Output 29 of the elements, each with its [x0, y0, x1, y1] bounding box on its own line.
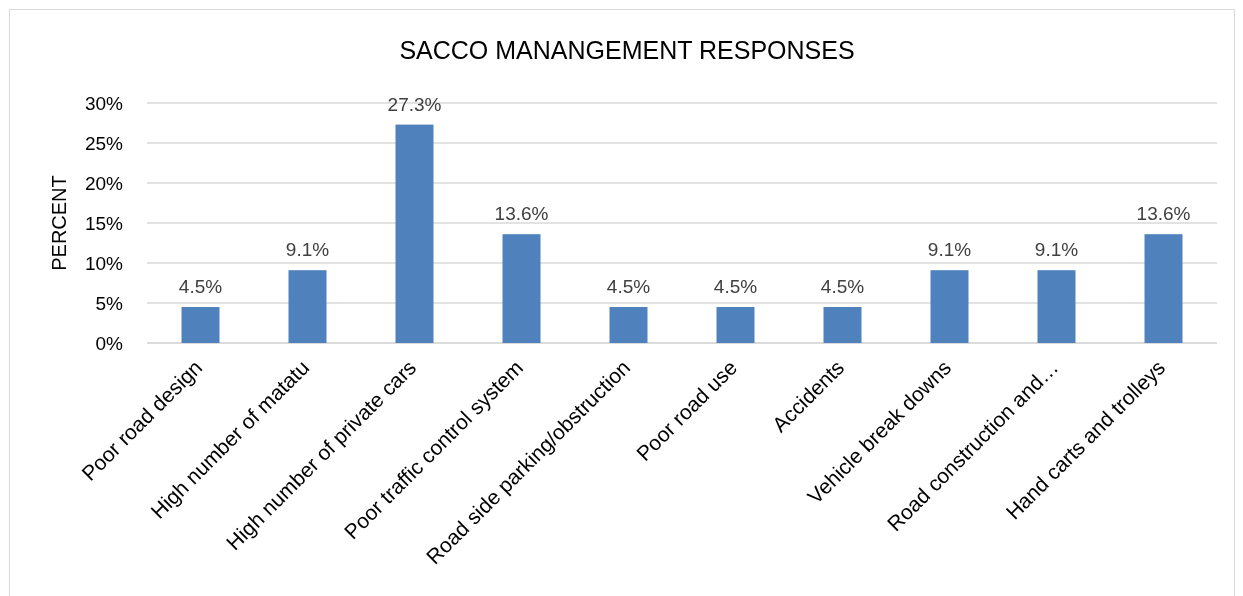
chart-title: SACCO MANANGEMENT RESPONSES: [399, 36, 855, 64]
y-tick-label: 0%: [95, 332, 124, 354]
data-label: 4.5%: [820, 276, 865, 297]
bar: [716, 307, 755, 343]
bar: [181, 307, 220, 343]
bar: [1144, 234, 1183, 343]
y-tick-label: 15%: [84, 212, 124, 234]
bar: [609, 307, 648, 343]
bar: [288, 270, 327, 343]
data-label: 9.1%: [285, 239, 330, 261]
data-label: 4.5%: [606, 276, 651, 297]
data-label: 27.3%: [387, 93, 442, 115]
data-label: 9.1%: [927, 239, 972, 261]
y-tick-label: 10%: [84, 252, 124, 274]
data-label: 4.5%: [178, 276, 223, 297]
data-label: 13.6%: [494, 203, 549, 225]
y-axis-title: PERCENT: [48, 175, 70, 271]
bar: [502, 234, 541, 343]
y-tick-label: 25%: [84, 132, 124, 154]
bar: [823, 307, 862, 343]
y-tick-label: 5%: [95, 292, 124, 314]
data-label: 4.5%: [713, 276, 758, 297]
bar: [395, 124, 434, 343]
data-label: 13.6%: [1136, 203, 1191, 225]
bar: [1037, 270, 1076, 343]
y-tick-label: 30%: [84, 92, 124, 114]
y-tick-label: 20%: [84, 172, 124, 194]
bar: [930, 270, 969, 343]
data-label: 9.1%: [1034, 239, 1079, 261]
